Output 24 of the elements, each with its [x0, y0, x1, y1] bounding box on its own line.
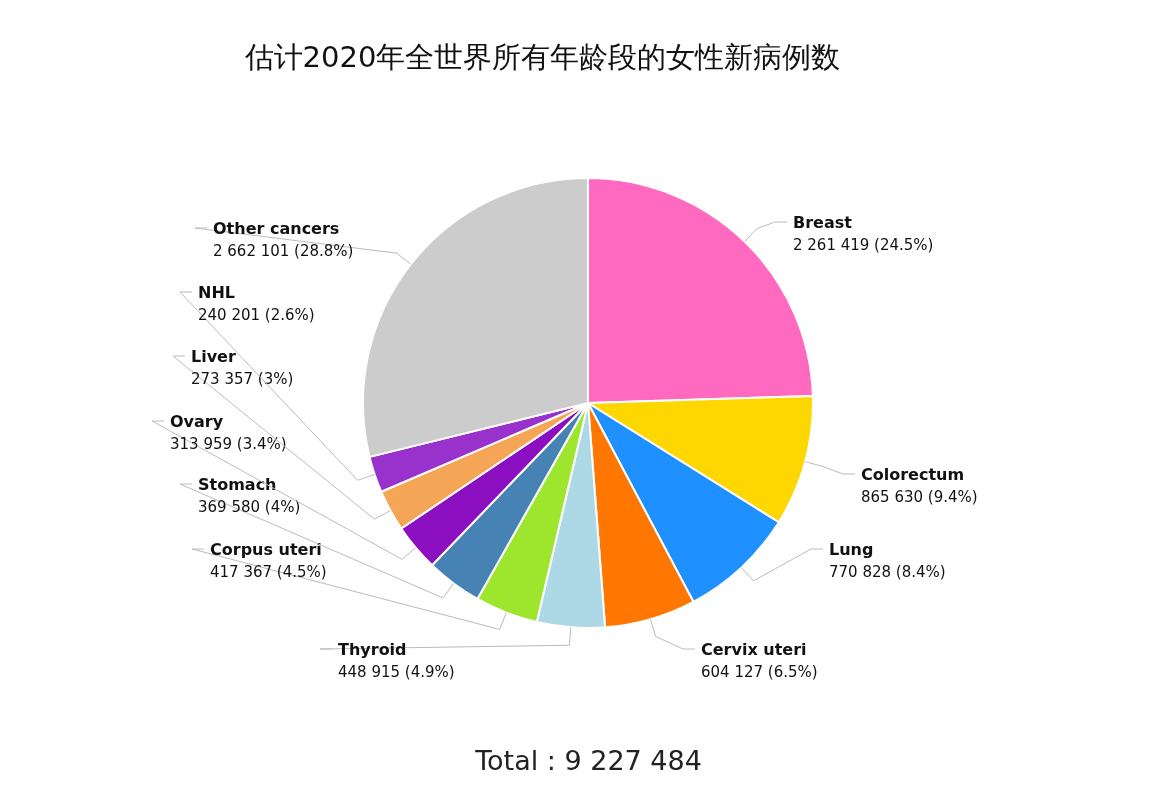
data-label: 770 828 (8.4%) — [829, 563, 946, 581]
slice-label: Thyroid — [338, 640, 407, 659]
slice-label: Ovary — [170, 412, 224, 431]
data-label: 865 630 (9.4%) — [861, 488, 978, 506]
slice-label: Corpus uteri — [210, 540, 322, 559]
slice-label: NHL — [198, 283, 235, 302]
data-label: 448 915 (4.9%) — [338, 663, 455, 681]
slice-label: Other cancers — [213, 219, 340, 238]
chart-title: 估计2020年全世界所有年龄段的女性新病例数 — [243, 39, 842, 76]
data-label: 369 580 (4%) — [198, 498, 301, 516]
data-label: 313 959 (3.4%) — [170, 435, 287, 453]
slice-label: Stomach — [198, 475, 277, 494]
data-label: 417 367 (4.5%) — [210, 563, 327, 581]
data-label: 604 127 (6.5%) — [701, 663, 818, 681]
data-label: 240 201 (2.6%) — [198, 306, 315, 324]
slice-label: Colorectum — [861, 465, 965, 484]
slice-label: Lung — [829, 540, 874, 559]
slice-label: Breast — [793, 213, 853, 232]
slice-label: Cervix uteri — [701, 640, 807, 659]
slice-label: Liver — [191, 347, 236, 366]
data-label: 273 357 (3%) — [191, 370, 294, 388]
data-label: 2 662 101 (28.8%) — [213, 242, 354, 260]
text: Total : 9 227 484 — [474, 745, 703, 776]
data-label: 2 261 419 (24.5%) — [793, 236, 934, 254]
